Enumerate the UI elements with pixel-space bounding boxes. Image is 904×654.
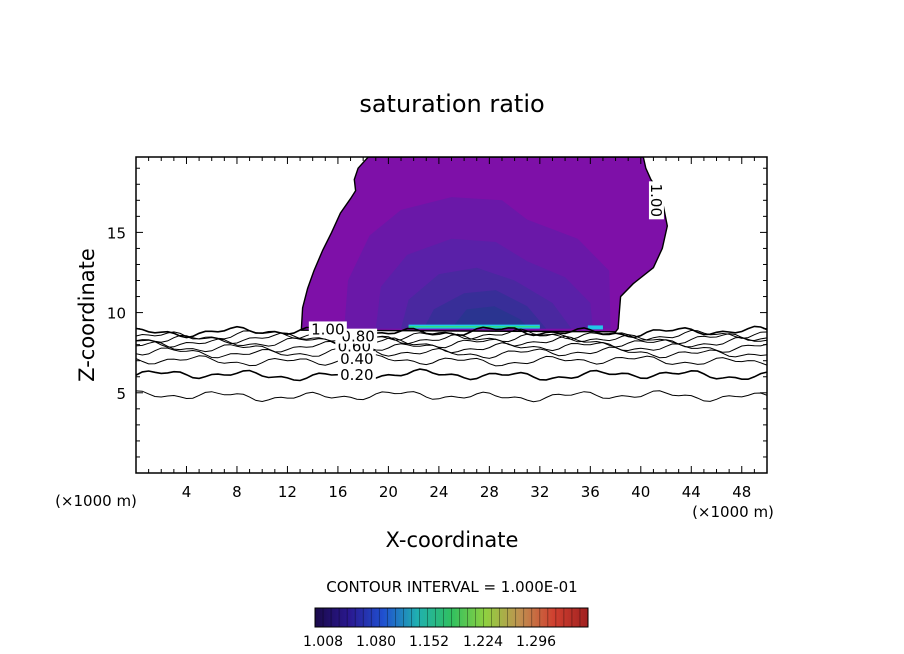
contour-line [136, 332, 767, 345]
x-axis-unit-left: (×1000 m) [55, 492, 137, 510]
x-axis: 4 8 12 16 20 24 28 32 36 40 44 48 [148, 157, 755, 501]
contour-label-bg [648, 181, 664, 220]
x-tick-label: 24 [429, 483, 448, 501]
x-tick-label: 20 [379, 483, 398, 501]
colorbar-tick-label: 1.080 [356, 634, 396, 650]
chart-title: saturation ratio [359, 90, 544, 118]
x-axis-label: X-coordinate [386, 528, 519, 552]
x-tick-label: 36 [581, 483, 600, 501]
contour-label: 1.00 [311, 320, 344, 338]
supersaturation-band-small [587, 325, 603, 330]
contour-labels: 0.200.400.600.801.001.00 [308, 181, 665, 384]
contour-lines [136, 325, 767, 403]
y-axis: 5 10 15 [107, 167, 767, 458]
contour-line [136, 354, 767, 367]
plot-area [136, 157, 767, 403]
cloud-outline-label: 1.00 [647, 184, 665, 217]
contour-label: 0.20 [340, 366, 373, 384]
colorbar-tick-label: 1.296 [516, 634, 556, 650]
x-tick-label: 32 [530, 483, 549, 501]
cloud-fill-level [451, 306, 530, 329]
x-tick-label: 12 [278, 483, 297, 501]
contour-line [136, 368, 767, 382]
cloud-fill-region [300, 157, 669, 333]
y-tick-label: 10 [107, 305, 126, 323]
contour-label-bg [337, 367, 376, 383]
contour-label: 0.80 [341, 328, 374, 346]
contour-label: 0.40 [340, 350, 373, 368]
supersaturation-band-core [408, 326, 540, 328]
contour-line [136, 340, 767, 354]
contour-label-bg [308, 321, 347, 337]
colorbar-tick-label: 1.152 [409, 634, 449, 650]
x-tick-label: 16 [328, 483, 347, 501]
colorbar-ticks: 1.008 1.080 1.152 1.224 1.296 [303, 608, 589, 650]
x-tick-label: 4 [182, 483, 192, 501]
y-tick-label: 5 [116, 385, 126, 403]
x-tick-label: 8 [232, 483, 242, 501]
y-tick-label: 15 [107, 224, 126, 242]
contour-line [136, 390, 767, 403]
y-axis-label: Z-coordinate [75, 248, 99, 382]
colorbar-tick-label: 1.224 [463, 634, 503, 650]
colorbar-tick-label: 1.008 [303, 634, 343, 650]
x-tick-label: 48 [732, 483, 751, 501]
x-axis-unit-right: (×1000 m) [692, 503, 774, 521]
contour-interval-note: CONTOUR INTERVAL = 1.000E-01 [326, 578, 577, 596]
x-tick-label: 28 [480, 483, 499, 501]
contour-line [136, 325, 767, 339]
contour-label-bg [339, 328, 378, 344]
x-tick-label: 40 [631, 483, 650, 501]
contour-label-bg [337, 351, 376, 367]
contour-line [136, 335, 767, 349]
x-tick-label: 44 [682, 483, 701, 501]
